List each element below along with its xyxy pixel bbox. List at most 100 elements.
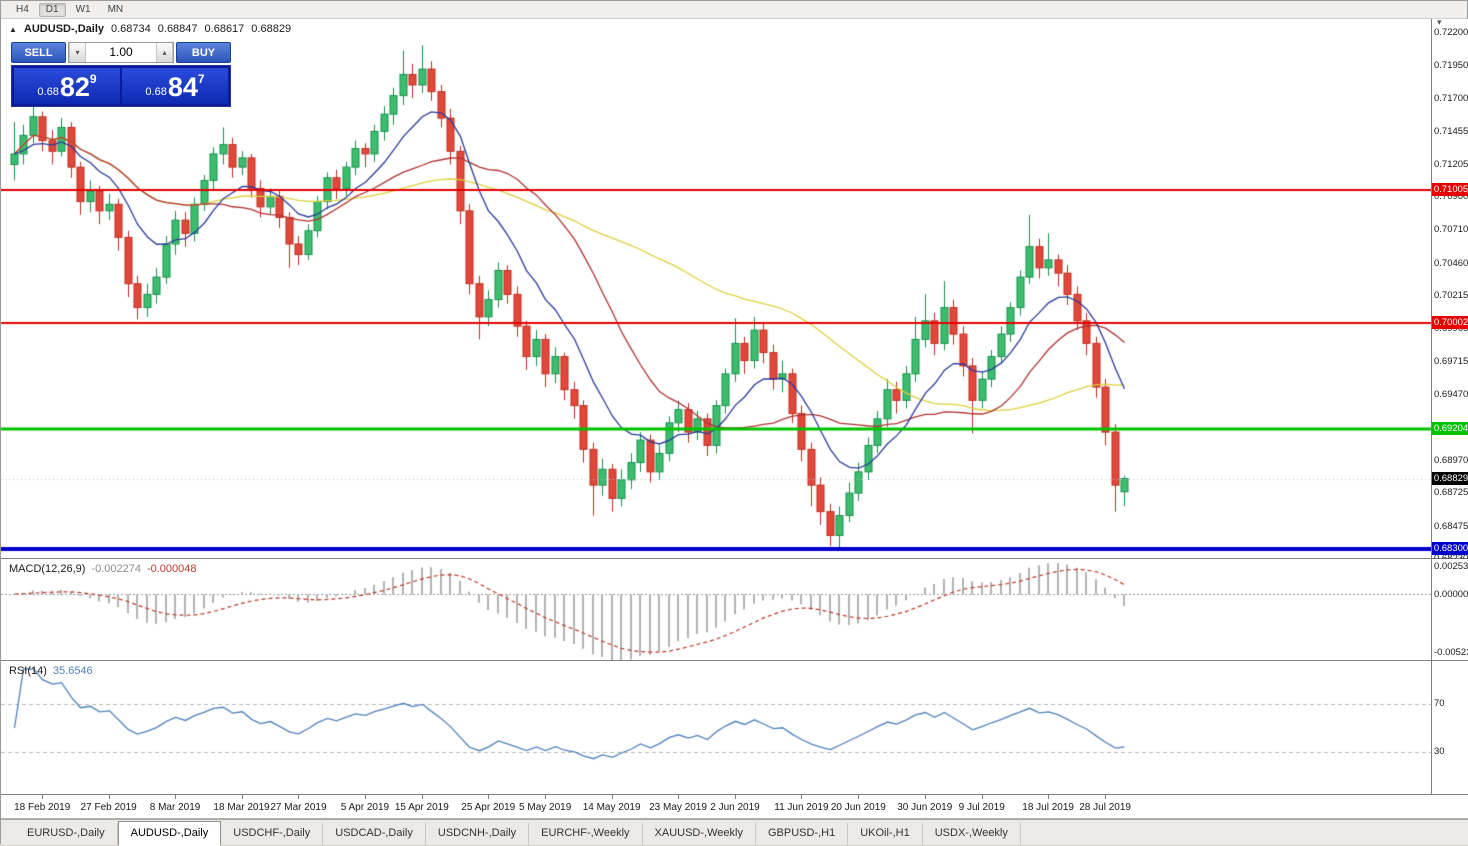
chart-tab-usdchf-daily[interactable]: USDCHF-,Daily bbox=[221, 823, 323, 845]
sell-button[interactable]: SELL bbox=[11, 42, 66, 63]
chart-symbol-label: AUDUSD-,Daily bbox=[24, 23, 104, 35]
time-tick-mark bbox=[982, 795, 983, 799]
date-label: 25 Apr 2019 bbox=[461, 802, 515, 813]
time-tick-mark bbox=[422, 795, 423, 799]
time-tick-mark bbox=[545, 795, 546, 799]
ohlc-open: 0.68734 bbox=[111, 23, 151, 35]
time-tick-mark bbox=[735, 795, 736, 799]
period-button-mn[interactable]: MN bbox=[101, 3, 131, 17]
rsi-chart[interactable] bbox=[1, 661, 1431, 794]
date-label: 14 May 2019 bbox=[583, 802, 641, 813]
macd-chart[interactable] bbox=[1, 559, 1431, 660]
chart-tab-xauusd-weekly[interactable]: XAUUSD-,Weekly bbox=[643, 823, 756, 845]
rsi-axis-tick: 30 bbox=[1434, 746, 1445, 757]
time-tick-mark bbox=[298, 795, 299, 799]
time-tick-mark bbox=[612, 795, 613, 799]
time-tick-mark bbox=[365, 795, 366, 799]
volume-decrease-button[interactable]: ▾ bbox=[69, 43, 86, 62]
volume-control: ▾ 1.00 ▴ bbox=[68, 42, 174, 63]
time-tick-mark bbox=[1105, 795, 1106, 799]
volume-input[interactable]: 1.00 bbox=[86, 43, 156, 62]
macd-axis[interactable]: 0.002532 0.000000 -0.005234 bbox=[1431, 559, 1468, 660]
chart-tab-usdx-weekly[interactable]: USDX-,Weekly bbox=[923, 823, 1021, 845]
chart-tab-audusd-daily[interactable]: AUDUSD-,Daily bbox=[118, 821, 222, 846]
buy-price-prefix: 0.68 bbox=[145, 86, 166, 101]
chart-tab-gbpusd-h1[interactable]: GBPUSD-,H1 bbox=[756, 823, 848, 845]
ohlc-close: 0.68829 bbox=[251, 23, 291, 35]
date-label: 2 Jun 2019 bbox=[710, 802, 760, 813]
chart-tab-usdcad-daily[interactable]: USDCAD-,Daily bbox=[323, 823, 426, 845]
symbol-marker-icon: ▲ bbox=[9, 25, 17, 34]
time-tick-mark bbox=[42, 795, 43, 799]
price-axis-tick: 0.72200 bbox=[1434, 27, 1468, 38]
chart-tab-ukoil-h1[interactable]: UKOil-,H1 bbox=[848, 823, 923, 845]
main-chart-panel: ▲ AUDUSD-,Daily 0.68734 0.68847 0.68617 … bbox=[1, 19, 1468, 559]
buy-button[interactable]: BUY bbox=[176, 42, 231, 63]
macd-main-value: -0.002274 bbox=[91, 563, 141, 575]
price-axis-tick: 0.71205 bbox=[1434, 159, 1468, 170]
time-axis[interactable]: 18 Feb 2019 27 Feb 2019 8 Mar 2019 18 Mar 2… bbox=[1, 795, 1468, 819]
price-axis-tick: 0.69470 bbox=[1434, 389, 1468, 400]
time-tick-mark bbox=[858, 795, 859, 799]
macd-panel: MACD(12,26,9) -0.002274 -0.000048 0.0025… bbox=[1, 559, 1468, 661]
price-axis-tick: 0.71700 bbox=[1434, 93, 1468, 104]
period-button-d1[interactable]: D1 bbox=[39, 3, 66, 17]
date-label: 5 May 2019 bbox=[519, 802, 571, 813]
date-label: 27 Feb 2019 bbox=[81, 802, 137, 813]
macd-signal-value: -0.000048 bbox=[147, 563, 197, 575]
current-price-label: 0.68829 bbox=[1432, 472, 1468, 485]
time-tick-mark bbox=[801, 795, 802, 799]
price-axis-tick: 0.71950 bbox=[1434, 60, 1468, 71]
sell-price-big: 82 bbox=[60, 74, 90, 101]
price-axis-tick: 0.70710 bbox=[1434, 224, 1468, 235]
date-label: 18 Feb 2019 bbox=[14, 802, 70, 813]
date-label: 27 Mar 2019 bbox=[270, 802, 326, 813]
rsi-axis-tick: 70 bbox=[1434, 698, 1445, 709]
date-label: 18 Mar 2019 bbox=[213, 802, 269, 813]
macd-label: MACD(12,26,9) -0.002274 -0.000048 bbox=[9, 563, 197, 575]
chart-tab-eurusd-daily[interactable]: EURUSD-,Daily bbox=[15, 823, 118, 845]
volume-increase-button[interactable]: ▴ bbox=[156, 43, 173, 62]
date-label: 15 Apr 2019 bbox=[395, 802, 449, 813]
rsi-axis[interactable]: 70 30 bbox=[1431, 661, 1468, 794]
date-label: 28 Jul 2019 bbox=[1079, 802, 1131, 813]
price-axis-tick: 0.68970 bbox=[1434, 455, 1468, 466]
date-label: 20 Jun 2019 bbox=[831, 802, 886, 813]
ohlc-high: 0.68847 bbox=[158, 23, 198, 35]
chart-tab-usdcnh-daily[interactable]: USDCNH-,Daily bbox=[426, 823, 529, 845]
price-axis-tick: 0.68475 bbox=[1434, 521, 1468, 532]
date-label: 23 May 2019 bbox=[649, 802, 707, 813]
price-axis-tick: 0.70215 bbox=[1434, 290, 1468, 301]
macd-axis-tick: -0.005234 bbox=[1434, 647, 1468, 658]
period-button-w1[interactable]: W1 bbox=[69, 3, 98, 17]
period-button-h4[interactable]: H4 bbox=[9, 3, 36, 17]
macd-axis-tick: 0.002532 bbox=[1434, 561, 1468, 572]
price-axis-tick: 0.70460 bbox=[1434, 258, 1468, 269]
macd-axis-tick: 0.000000 bbox=[1434, 589, 1468, 600]
sell-price-pip: 9 bbox=[90, 68, 97, 86]
date-label: 18 Jul 2019 bbox=[1022, 802, 1074, 813]
chart-header: ▲ AUDUSD-,Daily 0.68734 0.68847 0.68617 … bbox=[9, 23, 291, 35]
sell-price-prefix: 0.68 bbox=[37, 86, 58, 101]
time-tick-mark bbox=[175, 795, 176, 799]
time-tick-mark bbox=[678, 795, 679, 799]
rsi-name: RSI(14) bbox=[9, 665, 47, 677]
chart-tab-eurchf-weekly[interactable]: EURCHF-,Weekly bbox=[529, 823, 642, 845]
date-label: 8 Mar 2019 bbox=[150, 802, 201, 813]
hline-price-label: 0.68300 bbox=[1432, 542, 1468, 555]
date-label: 30 Jun 2019 bbox=[897, 802, 952, 813]
price-axis-tick: 0.68725 bbox=[1434, 487, 1468, 498]
time-tick-mark bbox=[109, 795, 110, 799]
price-axis-tick: 0.69715 bbox=[1434, 356, 1468, 367]
time-tick-mark bbox=[242, 795, 243, 799]
time-tick-mark bbox=[925, 795, 926, 799]
time-tick-mark bbox=[1048, 795, 1049, 799]
